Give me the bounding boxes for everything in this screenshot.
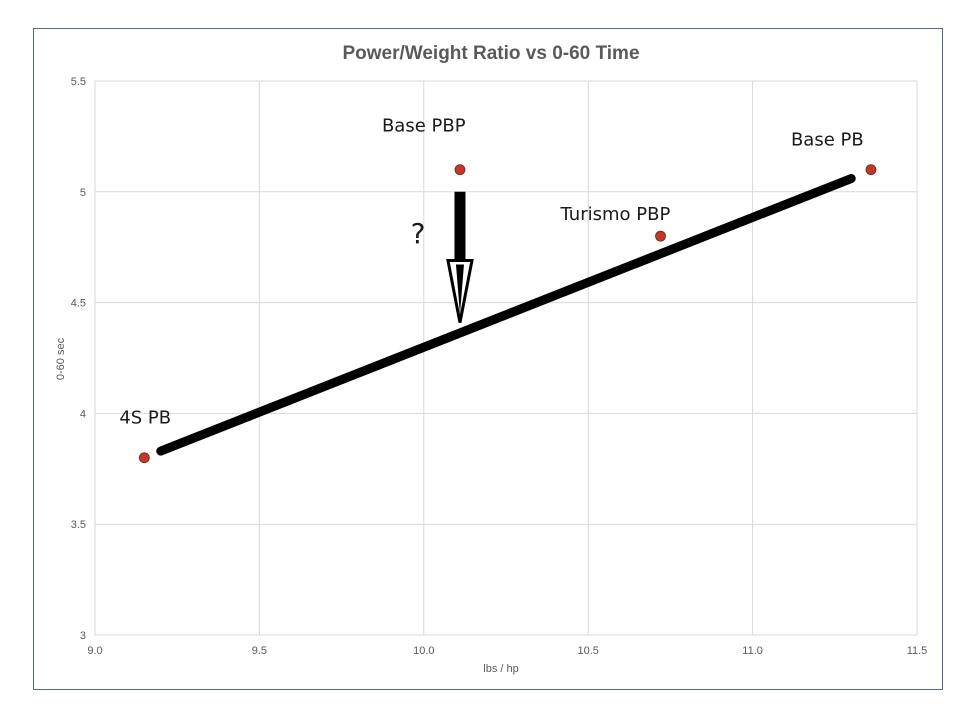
trendline-stroke xyxy=(156,174,856,456)
data-point xyxy=(138,452,150,464)
point-label: Turismo PBP xyxy=(560,204,671,225)
data-point xyxy=(454,164,466,176)
question-annotation: ? xyxy=(411,217,426,250)
gridlines xyxy=(94,80,918,636)
data-point xyxy=(655,230,666,242)
y-axis-label: 0-60 sec xyxy=(55,337,67,380)
x-tick-label: 10.0 xyxy=(413,645,434,657)
chart-title: Power/Weight Ratio vs 0-60 Time xyxy=(342,43,639,64)
x-tick-label: 11.5 xyxy=(907,645,928,657)
down-arrow xyxy=(446,191,474,323)
x-tick-label: 9.0 xyxy=(87,645,102,657)
y-tick-label: 5.5 xyxy=(71,76,86,88)
x-tick-label: 11.0 xyxy=(742,645,763,657)
y-tick-label: 5 xyxy=(80,187,86,199)
y-tick-label: 3 xyxy=(80,630,86,642)
scatter-chart: Power/Weight Ratio vs 0-60 Time 9.0 9.5 10… xyxy=(55,43,927,675)
point-label: Base PB xyxy=(791,130,864,151)
x-tick-label: 10.5 xyxy=(577,645,598,657)
y-tick-label: 3.5 xyxy=(71,519,86,531)
y-tick-label: 4 xyxy=(80,408,86,420)
point-label: Base PBP xyxy=(382,116,466,137)
x-axis-ticks: 9.0 9.5 10.0 10.5 11.0 11.5 xyxy=(87,645,927,657)
chart-frame: Power/Weight Ratio vs 0-60 Time 9.0 9.5 10… xyxy=(33,28,943,690)
data-points xyxy=(138,164,877,464)
x-axis-label: lbs / hp xyxy=(483,663,518,675)
arrow-head-core xyxy=(455,264,464,315)
data-point xyxy=(865,164,877,176)
x-tick-label: 9.5 xyxy=(252,645,267,657)
point-label: 4S PB xyxy=(119,408,171,429)
y-tick-label: 4.5 xyxy=(71,298,86,310)
trendline xyxy=(156,174,856,456)
point-labels: 4S PB Base PBP Turismo PBP Base PB xyxy=(119,116,863,429)
annotation: ? xyxy=(411,217,426,250)
y-axis-ticks: 3 3.5 4 4.5 5 5.5 xyxy=(71,76,86,642)
